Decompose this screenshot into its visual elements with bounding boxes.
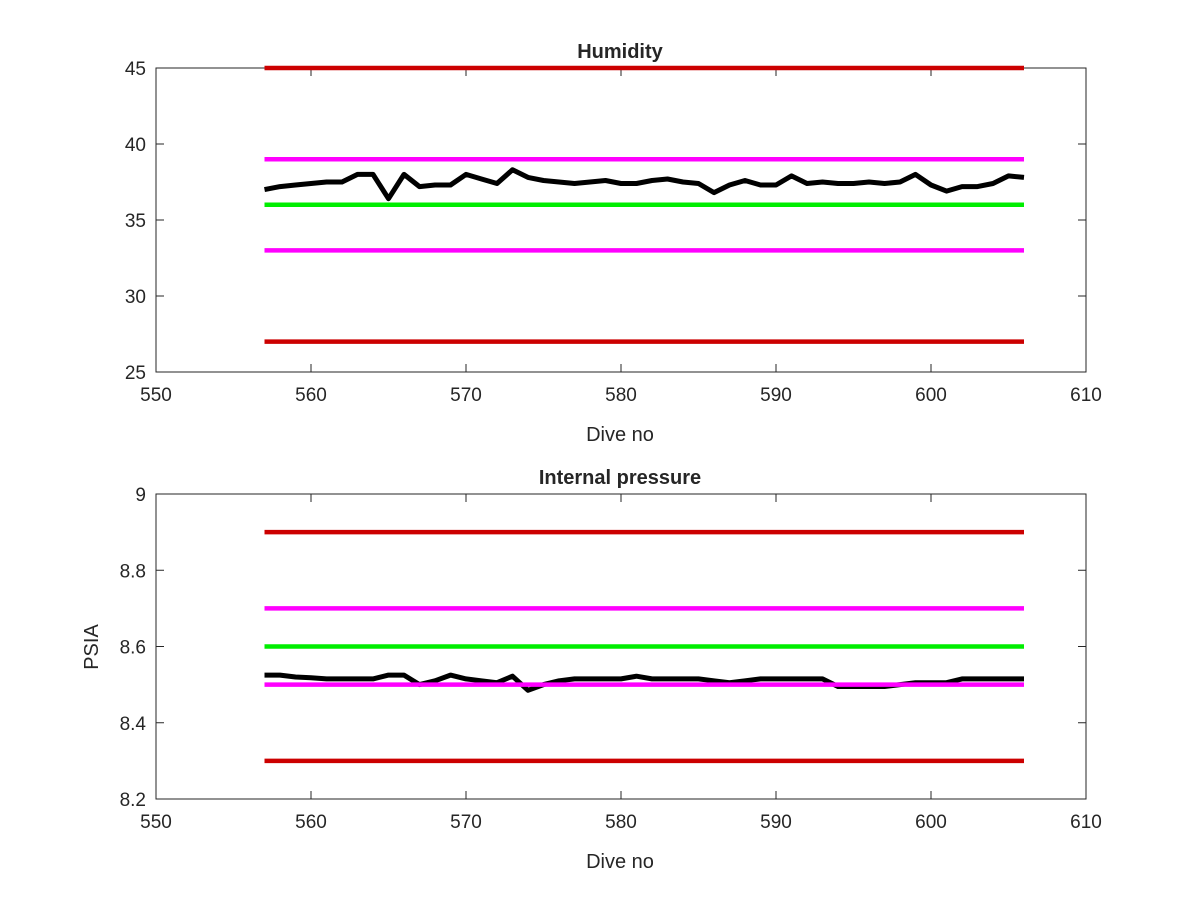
y-tick-label: 35 [125,211,146,232]
y-tick-label: 40 [125,135,146,156]
x-tick-label: 580 [605,812,637,833]
x-tick-label: 600 [915,385,947,406]
x-tick-label: 610 [1070,385,1102,406]
y-tick-label: 45 [125,59,146,80]
chart-title: Humidity [577,41,663,63]
x-axis-label: Dive no [586,851,654,873]
x-tick-label: 600 [915,812,947,833]
x-tick-label: 570 [450,812,482,833]
x-tick-label: 550 [140,385,172,406]
x-tick-label: 560 [295,812,327,833]
data-series-line [264,167,1025,202]
y-tick-label: 25 [125,363,146,384]
x-tick-label: 590 [760,385,792,406]
y-tick-label: 30 [125,287,146,308]
y-tick-label: 9 [135,485,146,506]
x-tick-label: 580 [605,385,637,406]
y-axis-label: PSIA [81,624,103,670]
x-tick-label: 610 [1070,812,1102,833]
chart-title: Internal pressure [539,467,701,489]
y-tick-label: 8.4 [120,714,147,735]
y-tick-label: 8.6 [120,638,146,659]
x-tick-label: 560 [295,385,327,406]
internal-pressure-chart: Internal pressure Dive no PSIA 550 560 570… [81,467,1102,873]
x-tick-label: 590 [760,812,792,833]
x-tick-label: 570 [450,385,482,406]
y-tick-label: 8.2 [120,790,146,811]
humidity-chart: Humidity Dive no 550 560 570 580 590 600 610 25… [125,41,1102,446]
y-tick-label: 8.8 [120,561,146,582]
x-tick-label: 550 [140,812,172,833]
x-axis-label: Dive no [586,424,654,446]
